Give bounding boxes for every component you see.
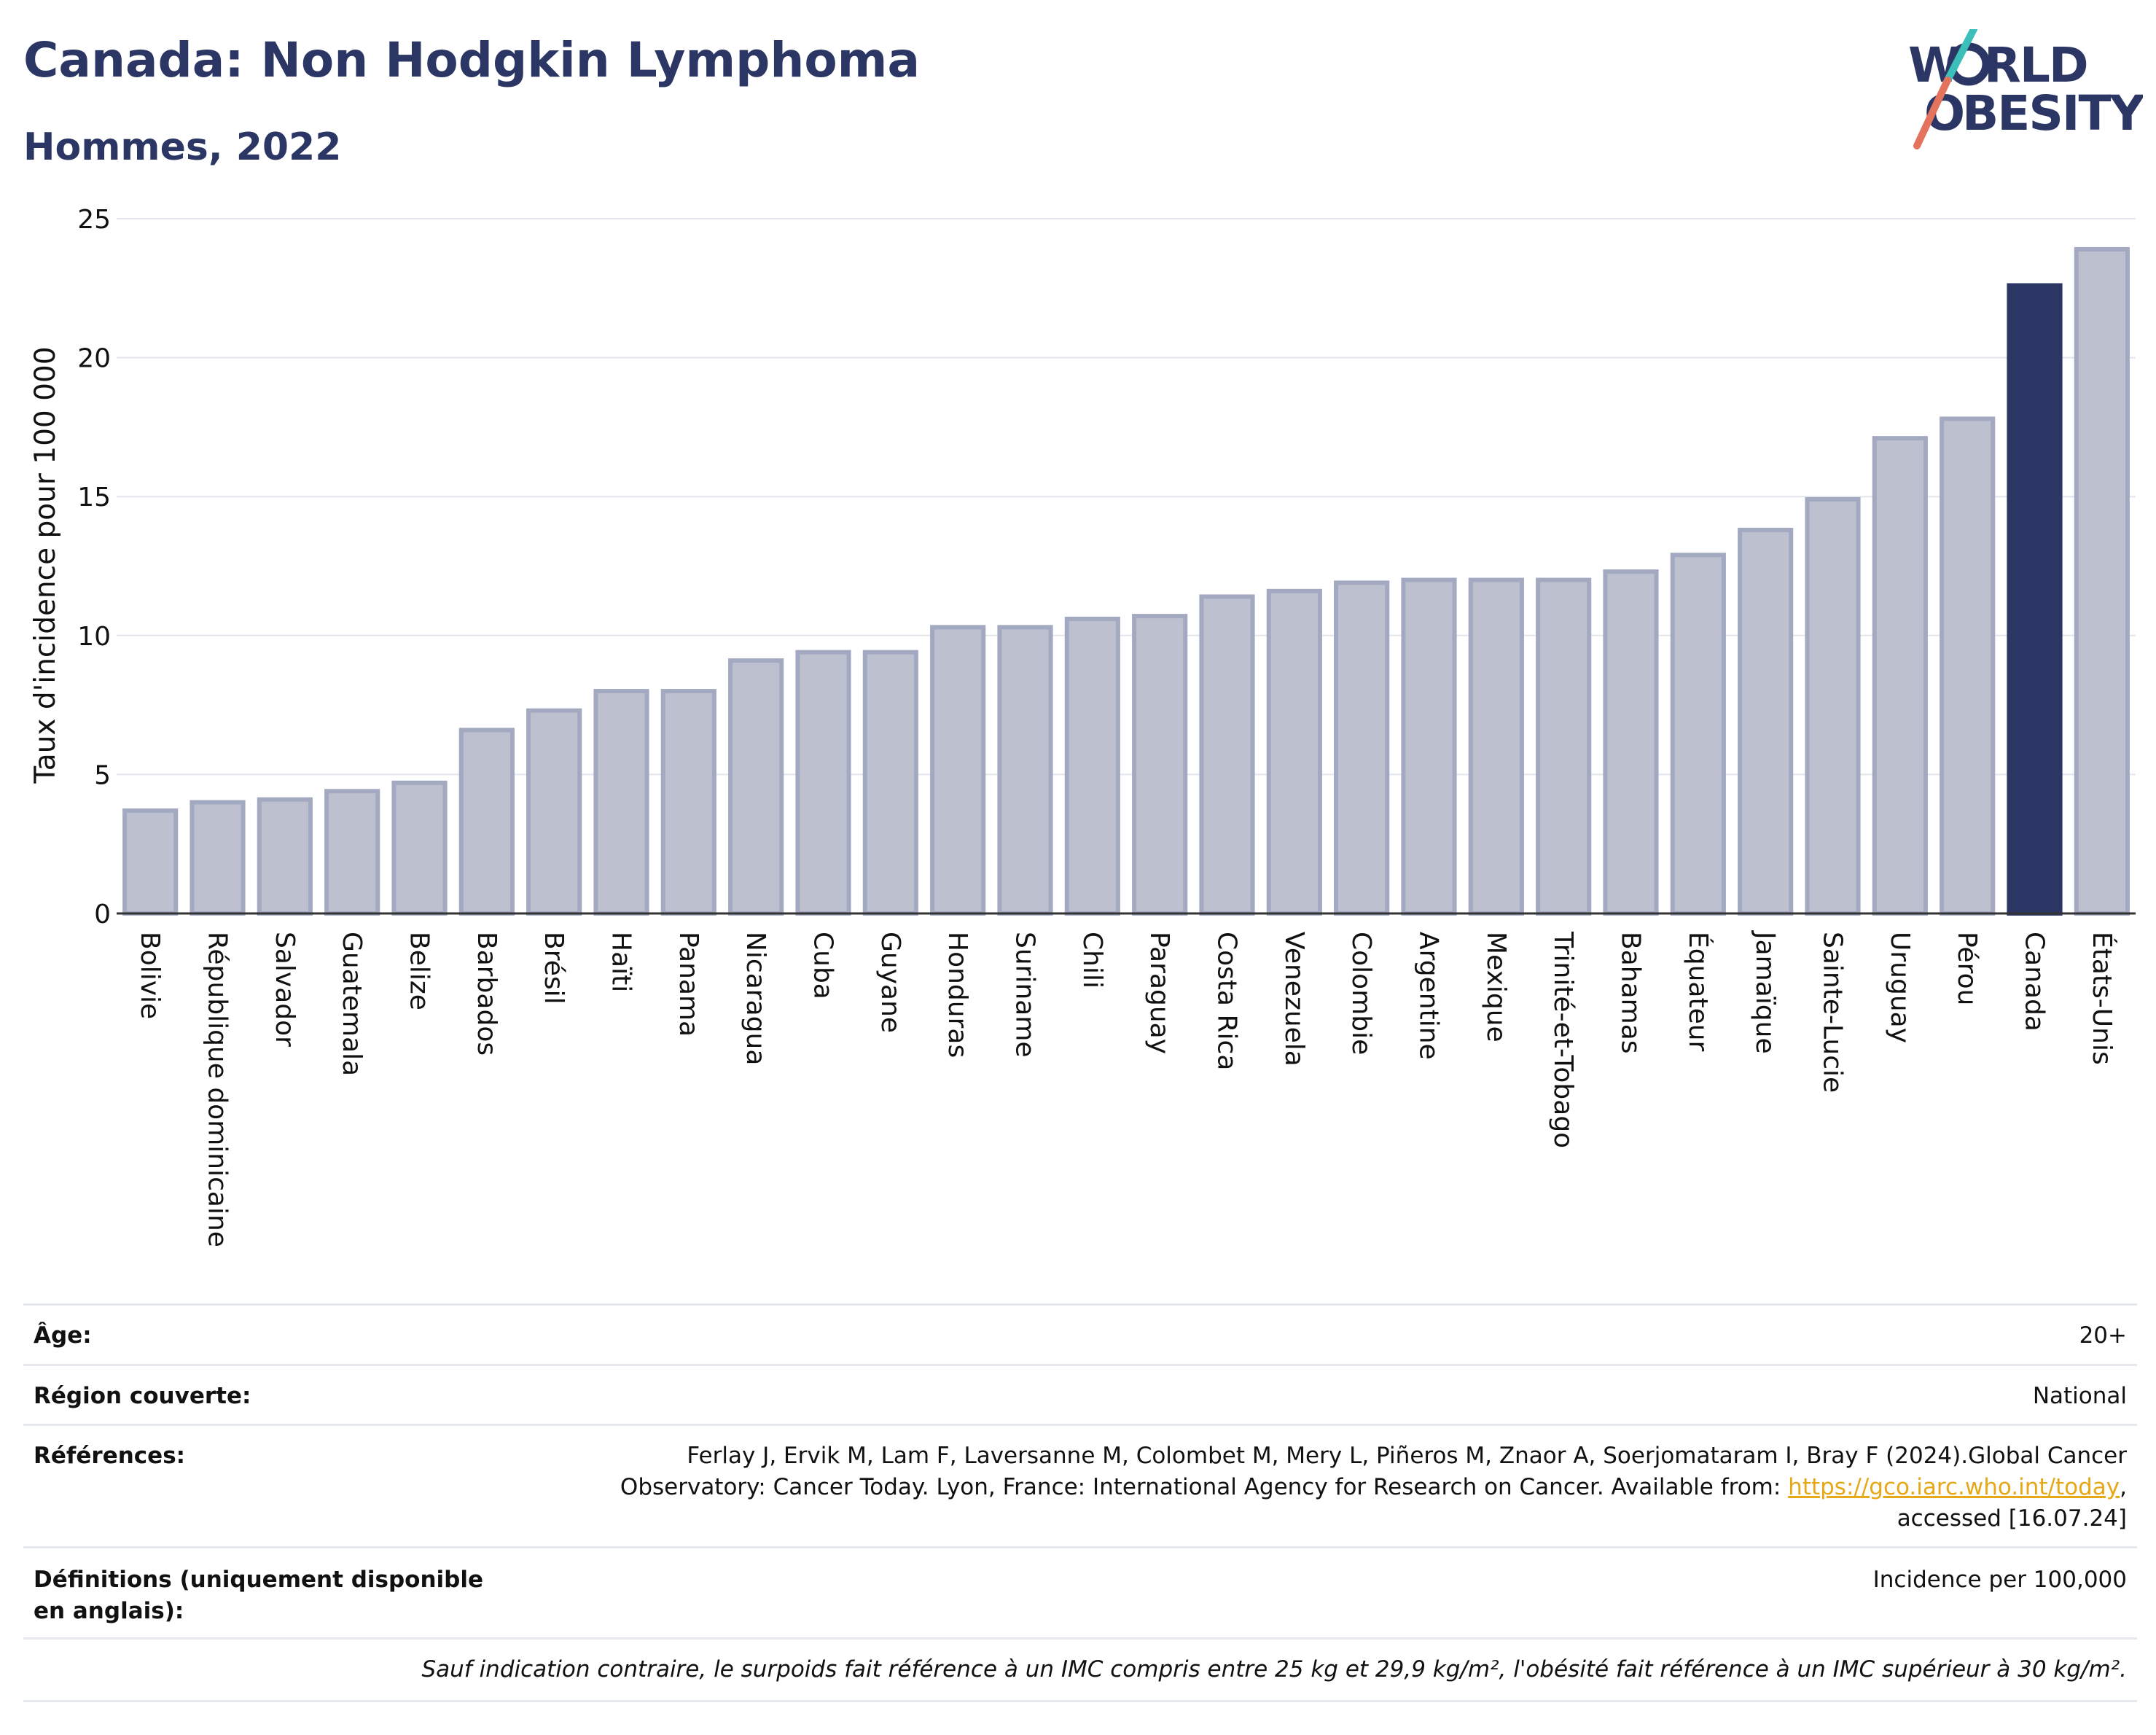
x-tick-label: États-Unis xyxy=(2087,932,2117,1065)
bar-guatemala xyxy=(324,789,380,916)
references-value: Ferlay J, Ervik M, Lam F, Laversanne M, … xyxy=(596,1440,2127,1535)
bar-panama xyxy=(660,689,716,916)
age-value: 20+ xyxy=(2079,1322,2127,1349)
x-tick-label: Haïti xyxy=(606,932,636,992)
bar-colombie xyxy=(1334,580,1390,916)
bar-barbados xyxy=(458,728,515,916)
bar-argentine xyxy=(1401,577,1457,916)
bar-honduras xyxy=(930,625,986,916)
meta-row-references: Références: Ferlay J, Ervik M, Lam F, La… xyxy=(23,1424,2137,1548)
x-tick-label: Uruguay xyxy=(1885,932,1915,1043)
bar-mexique xyxy=(1468,577,1524,916)
region-value: National xyxy=(2032,1383,2127,1409)
bar-paraguay xyxy=(1132,614,1188,916)
meta-row-definitions: Définitions (uniquement disponible en an… xyxy=(23,1546,2137,1640)
region-label: Région couverte: xyxy=(34,1383,251,1409)
x-tick-label: Nicaragua xyxy=(741,932,770,1065)
x-tick-label: Équateur xyxy=(1683,932,1714,1052)
x-tick-label: Guyane xyxy=(875,932,905,1033)
x-tick-label: Mexique xyxy=(1481,932,1511,1042)
y-tick-label: 10 xyxy=(77,622,111,652)
references-label: Références: xyxy=(34,1443,186,1469)
bar-br-sil xyxy=(526,708,582,916)
age-label: Âge: xyxy=(34,1322,92,1349)
bars xyxy=(122,246,2130,916)
y-tick-label: 25 xyxy=(77,205,111,235)
x-tick-label: Barbados xyxy=(472,932,501,1056)
x-tick-label: Chili xyxy=(1077,932,1107,989)
y-axis-label: Taux d'incidence pour 100 000 xyxy=(29,346,62,784)
bar-cuba xyxy=(795,650,851,916)
bar-sainte-lucie xyxy=(1805,497,1861,916)
x-tick-label: Jamaïque xyxy=(1750,930,1780,1054)
x-tick-label: Sainte-Lucie xyxy=(1818,932,1848,1093)
bar-ha-ti xyxy=(593,689,649,916)
x-tick-label: Paraguay xyxy=(1144,932,1174,1054)
bar-canada xyxy=(2007,283,2063,916)
x-tick-label: Suriname xyxy=(1010,932,1040,1058)
x-tick-label: Honduras xyxy=(942,932,972,1058)
y-tick-label: 20 xyxy=(77,344,111,374)
bar-bahamas xyxy=(1603,569,1659,916)
bar-belize xyxy=(391,780,448,916)
bar-r-publique-dominicaine xyxy=(190,800,246,916)
x-tick-label: Costa Rica xyxy=(1212,932,1242,1070)
axes: 0 5 10 15 20 25 Bolivie République dominicaine S… xyxy=(77,205,2136,1247)
x-tick-label: Cuba xyxy=(808,932,838,999)
x-tick-label: Pérou xyxy=(1952,932,1982,1005)
page-subtitle: Hommes, 2022 xyxy=(23,125,342,169)
svg-text:RLD: RLD xyxy=(1984,37,2087,93)
bar-salvador xyxy=(257,797,313,916)
x-tick-label: Guatemala xyxy=(337,932,367,1076)
y-tick-label: 0 xyxy=(94,900,111,929)
footnote-text: Sauf indication contraire, le surpoids f… xyxy=(421,1656,2127,1683)
x-tick-label: Belize xyxy=(405,932,434,1010)
bar-suriname xyxy=(997,625,1053,916)
references-line-1: Ferlay J, Ervik M, Lam F, Laversanne M, … xyxy=(687,1443,2127,1469)
definitions-value: Incidence per 100,000 xyxy=(1872,1567,2127,1593)
world-obesity-logo: W RLD O BESITY xyxy=(1908,29,2143,149)
meta-row-footnote: Sauf indication contraire, le surpoids f… xyxy=(23,1637,2137,1702)
definitions-label: Définitions (uniquement disponible en an… xyxy=(34,1567,484,1624)
references-text: Observatory: Cancer Today. Lyon, France:… xyxy=(620,1474,1789,1500)
svg-text:BESITY: BESITY xyxy=(1962,85,2143,141)
y-tick-label: 5 xyxy=(94,760,111,790)
bar--quateur xyxy=(1670,553,1726,916)
bar-bolivie xyxy=(122,808,179,916)
references-link[interactable]: https://gco.iarc.who.int/today xyxy=(1788,1474,2120,1500)
references-line-3: accessed [16.07.24] xyxy=(1897,1505,2127,1532)
x-tick-label: Argentine xyxy=(1414,932,1444,1060)
x-tick-label: Bolivie xyxy=(135,932,165,1019)
x-tick-label: Canada xyxy=(2020,932,2050,1032)
meta-row-region: Région couverte: National xyxy=(23,1364,2137,1426)
grid-lines xyxy=(117,218,2136,776)
x-tick-label: République dominicaine xyxy=(203,932,233,1247)
references-comma: , xyxy=(2120,1474,2127,1500)
x-tick-label: Bahamas xyxy=(1616,932,1646,1054)
bar-chart: 0 5 10 15 20 25 Bolivie République dominicaine S… xyxy=(29,205,2136,1247)
bar-trinit-et-tobago xyxy=(1536,577,1592,916)
references-line-2: Observatory: Cancer Today. Lyon, France:… xyxy=(596,1472,2127,1503)
bar-chili xyxy=(1064,616,1120,916)
bar-nicaragua xyxy=(728,658,784,916)
x-tick-label: Colombie xyxy=(1346,932,1376,1055)
bar-jama-que xyxy=(1738,527,1794,916)
bar-uruguay xyxy=(1872,436,1928,916)
x-tick-label: Brésil xyxy=(539,932,569,1005)
page-title: Canada: Non Hodgkin Lymphoma xyxy=(23,32,920,88)
y-tick-label: 15 xyxy=(77,483,111,512)
x-tick-label: Trinité-et-Tobago xyxy=(1548,931,1578,1148)
bar-venezuela xyxy=(1266,588,1322,916)
x-tick-label: Salvador xyxy=(270,932,300,1047)
bar-costa-rica xyxy=(1199,594,1255,916)
bar-p-rou xyxy=(1940,416,1996,916)
bar-guyane xyxy=(862,650,918,916)
bar--tats-unis xyxy=(2074,246,2130,916)
meta-row-age: Âge: 20+ xyxy=(23,1303,2137,1365)
x-tick-label: Panama xyxy=(673,932,703,1037)
x-tick-label: Venezuela xyxy=(1279,932,1309,1067)
